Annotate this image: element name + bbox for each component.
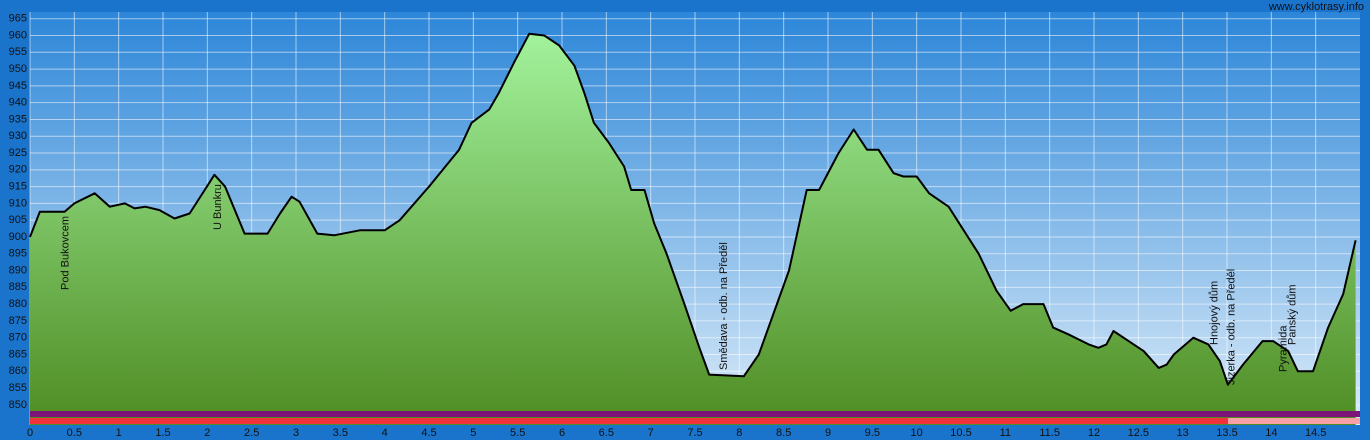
- annotation: Panský dům: [1287, 284, 1299, 345]
- y-tick-label: 925: [9, 147, 27, 159]
- x-tick-label: 11: [1000, 427, 1011, 439]
- x-tick-label: 6.5: [599, 427, 614, 439]
- x-tick-label: 5: [470, 427, 476, 439]
- y-tick-label: 865: [9, 348, 27, 360]
- area: [30, 33, 1356, 426]
- x-tick-label: 8: [736, 427, 742, 439]
- annotation: Jizerka - odb. na Předěl: [1225, 269, 1237, 385]
- marks: [29, 32, 1357, 426]
- annotation: Smědava - odb. na Předěl: [718, 242, 730, 370]
- surface-bar: [1228, 418, 1360, 424]
- x-tick-label: 9: [825, 427, 831, 439]
- y-tick-label: 960: [9, 29, 27, 41]
- x-tick-label: 14: [1265, 427, 1277, 439]
- y-tick-label: 875: [9, 315, 27, 327]
- y-tick-label: 935: [9, 113, 27, 125]
- surface-bar: [30, 411, 1360, 417]
- watermark: www.cyklotrasy.info: [1268, 1, 1364, 13]
- x-tick-label: 1: [116, 427, 122, 439]
- x-tick-label: 3.5: [333, 427, 348, 439]
- y-tick-label: 945: [9, 80, 27, 92]
- y-tick-label: 900: [9, 231, 27, 243]
- y-tick-label: 885: [9, 281, 27, 293]
- y-tick-label: 940: [9, 97, 27, 109]
- x-tick-label: 9.5: [865, 427, 880, 439]
- annotation: Pod Bukovcem: [59, 216, 71, 290]
- y-tick-label: 955: [9, 46, 27, 58]
- x-tick-label: 7.5: [687, 427, 702, 439]
- x-tick-label: 10.5: [950, 427, 971, 439]
- x-tick-label: 0.5: [67, 427, 82, 439]
- x-tick-label: 4: [382, 427, 388, 439]
- y-tick-label: 905: [9, 214, 27, 226]
- x-tick-label: 4.5: [421, 427, 436, 439]
- y-tick-label: 890: [9, 264, 27, 276]
- x-tick-label: 14.5: [1305, 427, 1326, 439]
- x-tick-label: 2: [204, 427, 210, 439]
- x-tick-label: 7: [648, 427, 654, 439]
- y-tick-label: 850: [9, 399, 27, 411]
- labels: 8508558608658708758808858908959009059109…: [9, 13, 1327, 439]
- x-tick-label: 0: [27, 427, 33, 439]
- annotation: Pyramida: [1278, 325, 1290, 372]
- y-tick-label: 915: [9, 181, 27, 193]
- x-tick-label: 10: [911, 427, 923, 439]
- line: [29, 32, 1357, 386]
- x-tick-label: 1.5: [155, 427, 170, 439]
- y-tick-label: 910: [9, 197, 27, 209]
- x-tick-label: 13: [1177, 427, 1189, 439]
- y-tick-label: 855: [9, 382, 27, 394]
- surface-bar: [30, 418, 1360, 424]
- y-tick-label: 880: [9, 298, 27, 310]
- x-tick-label: 13.5: [1216, 427, 1237, 439]
- y-tick-label: 920: [9, 164, 27, 176]
- y-tick-label: 930: [9, 130, 27, 142]
- y-tick-label: 965: [9, 13, 27, 25]
- y-tick-label: 950: [9, 63, 27, 75]
- x-tick-label: 3: [293, 427, 299, 439]
- y-tick-label: 895: [9, 248, 27, 260]
- x-tick-label: 11.5: [1039, 427, 1060, 439]
- annotation: Hnojový dům: [1209, 281, 1221, 345]
- x-tick-label: 5.5: [510, 427, 525, 439]
- x-tick-label: 2.5: [244, 427, 259, 439]
- y-tick-label: 870: [9, 332, 27, 344]
- x-tick-label: 12: [1088, 427, 1100, 439]
- x-tick-label: 6: [559, 427, 565, 439]
- x-tick-label: 8.5: [776, 427, 791, 439]
- annotation: U Bunkru: [212, 184, 224, 230]
- y-tick-label: 860: [9, 365, 27, 377]
- x-tick-label: 12.5: [1128, 427, 1149, 439]
